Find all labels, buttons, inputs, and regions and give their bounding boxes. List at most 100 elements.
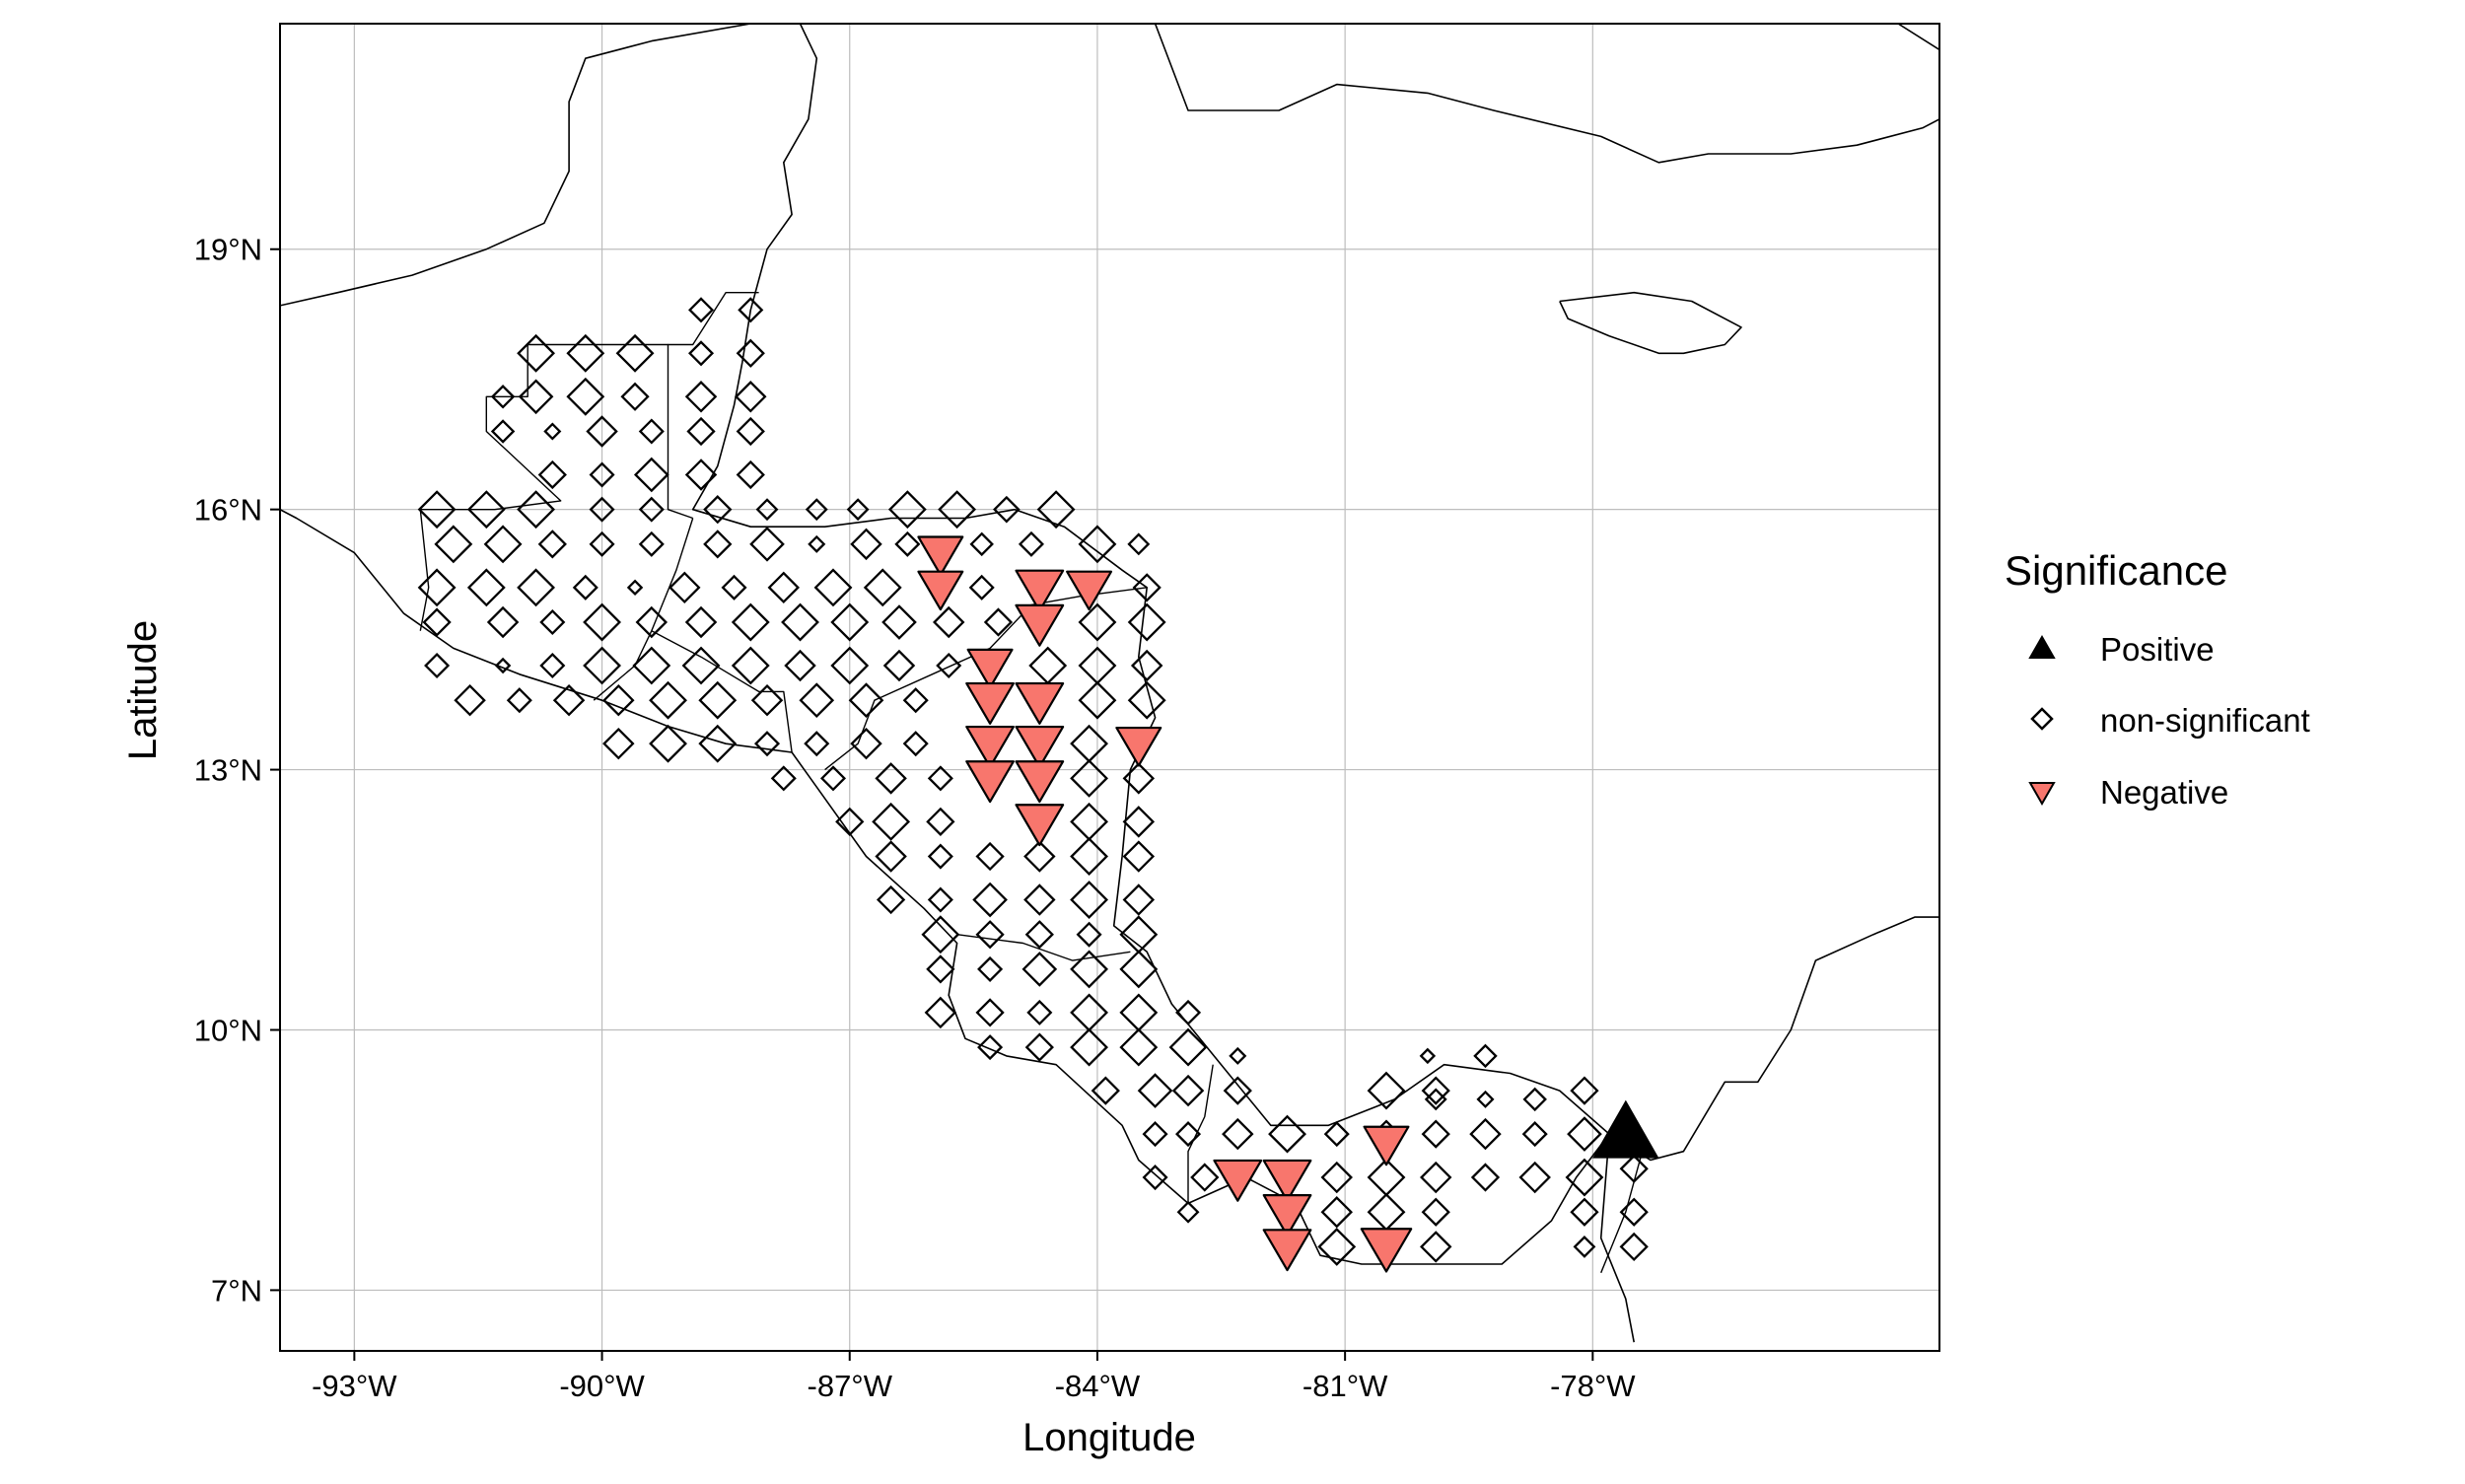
country-border-6	[1187, 1064, 1214, 1204]
point-non-significant-91	[454, 683, 486, 717]
point-non-significant-108	[850, 727, 882, 760]
x-axis-label: Longitude	[1022, 1416, 1196, 1459]
point-non-significant-132	[1070, 881, 1108, 919]
point-non-significant-43	[749, 527, 785, 562]
point-non-significant-184	[1470, 1163, 1501, 1192]
point-non-significant-67	[635, 605, 669, 639]
point-non-significant-9	[566, 377, 605, 416]
point-non-significant-21	[633, 457, 669, 493]
point-non-significant-192	[1570, 1197, 1599, 1227]
y-tick-label-0: 7°N	[211, 1273, 262, 1307]
point-non-significant-98	[799, 682, 835, 719]
point-non-significant-145	[975, 998, 1005, 1027]
point-non-significant-79	[539, 652, 566, 679]
point-non-significant-6	[736, 338, 765, 368]
coastline-3	[1154, 24, 1939, 164]
point-non-significant-115	[1070, 758, 1108, 798]
point-non-significant-14	[543, 422, 562, 441]
point-non-significant-166	[1222, 1117, 1254, 1151]
point-non-significant-153	[1119, 1027, 1159, 1067]
point-non-significant-40	[589, 530, 615, 557]
legend: Significance Positive non-significant Ne…	[2005, 547, 2310, 811]
point-non-significant-28	[638, 496, 665, 523]
legend-item-non-significant: non-significant	[2030, 702, 2310, 739]
point-non-significant-64	[486, 605, 520, 639]
point-non-significant-130	[972, 882, 1008, 918]
point-non-significant-17	[686, 416, 716, 447]
point-non-significant-137	[1076, 921, 1102, 948]
point-non-significant-72	[881, 604, 917, 640]
point-non-significant-54	[572, 574, 599, 601]
point-non-significant-1	[738, 297, 764, 323]
point-non-significant-140	[977, 955, 1004, 982]
point-non-significant-97	[750, 683, 784, 717]
country-border-7	[1600, 1151, 1644, 1274]
point-non-significant-65	[539, 608, 566, 636]
point-non-significant-178	[1619, 1154, 1649, 1183]
point-non-significant-47	[969, 531, 994, 557]
point-non-significant-74	[983, 607, 1014, 637]
point-non-significant-103	[602, 727, 635, 760]
point-non-significant-100	[902, 687, 929, 714]
point-non-significant-141	[1021, 952, 1058, 987]
point-non-significant-114	[927, 765, 953, 792]
point-non-significant-107	[804, 731, 830, 757]
point-non-significant-99	[848, 682, 884, 719]
point-non-significant-150	[977, 1034, 1004, 1061]
point-non-significant-27	[589, 496, 615, 523]
point-non-significant-5	[688, 340, 715, 367]
point-non-significant-19	[537, 459, 567, 490]
gridlines	[280, 24, 1939, 1351]
point-non-significant-156	[1091, 1076, 1120, 1105]
point-non-significant-52	[466, 568, 506, 607]
point-negative-1	[917, 570, 964, 611]
y-axis-label: Latitude	[121, 620, 165, 760]
point-non-significant-117	[835, 807, 865, 836]
point-non-significant-151	[1024, 1032, 1054, 1062]
point-non-significant-129	[927, 886, 953, 913]
point-non-significant-55	[626, 579, 644, 597]
point-negative-13	[1015, 804, 1065, 847]
significance-points	[417, 297, 1659, 1273]
point-non-significant-45	[850, 528, 882, 561]
y-tick-label-4: 19°N	[194, 233, 262, 267]
point-non-significant-51	[417, 568, 457, 607]
legend-label-non-significant: non-significant	[2100, 702, 2310, 739]
point-non-significant-58	[767, 571, 800, 604]
point-non-significant-92	[506, 687, 532, 714]
point-negative-18	[1262, 1229, 1312, 1272]
point-non-significant-50	[1127, 532, 1151, 556]
point-negative-4	[1015, 603, 1065, 647]
point-non-significant-70	[781, 602, 819, 642]
point-non-significant-118	[872, 802, 911, 841]
point-non-significant-155	[1229, 1046, 1247, 1065]
point-non-significant-171	[1469, 1117, 1502, 1151]
point-non-significant-83	[731, 646, 770, 685]
point-non-significant-127	[1122, 840, 1156, 873]
point-non-significant-183	[1420, 1161, 1452, 1194]
point-non-significant-12	[735, 381, 767, 413]
point-non-significant-105	[698, 724, 738, 763]
legend-item-negative: Negative	[2028, 774, 2228, 811]
point-non-significant-48	[1018, 530, 1044, 557]
point-negative-2	[1015, 569, 1065, 612]
point-negative-7	[1015, 681, 1065, 725]
point-negative-19	[1360, 1228, 1413, 1273]
point-non-significant-62	[1132, 573, 1162, 602]
point-non-significant-128	[876, 884, 906, 915]
point-non-significant-189	[1320, 1196, 1353, 1229]
point-non-significant-193	[1619, 1197, 1649, 1227]
point-non-significant-81	[632, 646, 671, 685]
panel-border	[279, 23, 1940, 1352]
point-non-significant-85	[830, 646, 870, 685]
point-non-significant-8	[518, 379, 554, 415]
point-non-significant-131	[1023, 883, 1056, 916]
point-non-significant-185	[1518, 1161, 1551, 1194]
point-non-significant-152	[1070, 1027, 1108, 1067]
point-non-significant-46	[894, 530, 921, 557]
point-non-significant-86	[882, 649, 916, 682]
point-non-significant-176	[1521, 1121, 1548, 1148]
point-non-significant-77	[424, 652, 451, 679]
point-non-significant-56	[669, 571, 701, 604]
point-non-significant-134	[921, 915, 960, 954]
